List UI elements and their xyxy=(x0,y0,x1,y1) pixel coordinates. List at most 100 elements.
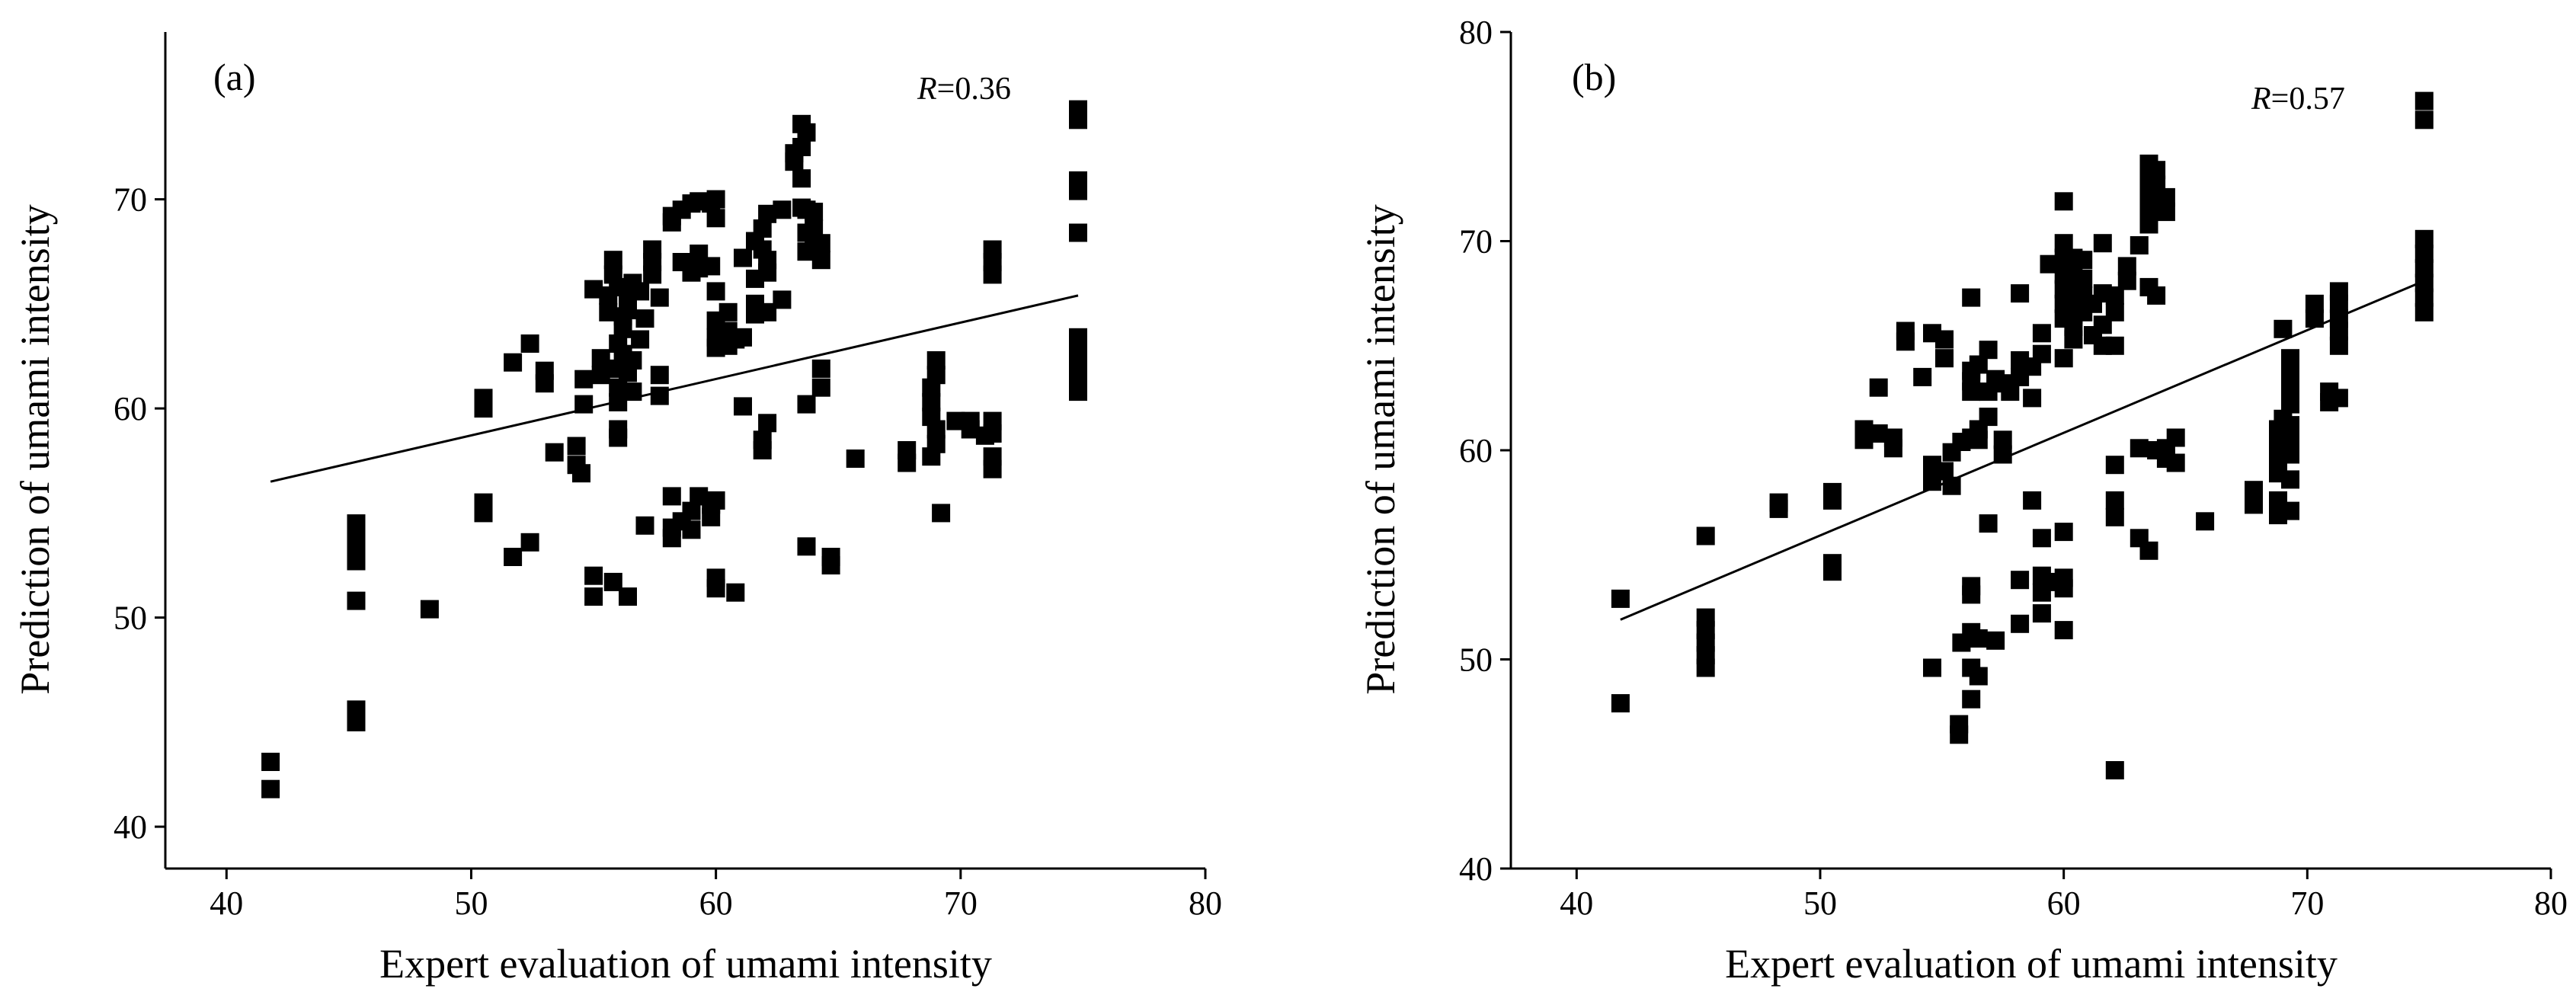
regression-line xyxy=(270,294,1079,483)
data-point xyxy=(2414,91,2434,110)
data-point xyxy=(2105,302,2124,322)
data-point xyxy=(623,351,642,370)
data-point xyxy=(504,548,523,566)
data-point xyxy=(2329,389,2348,408)
data-point xyxy=(591,366,610,385)
data-point xyxy=(1969,629,1988,648)
data-point xyxy=(2032,529,2051,548)
y-tick-label: 40 xyxy=(1459,850,1493,888)
data-point xyxy=(2105,336,2124,355)
data-point xyxy=(619,301,637,320)
data-point xyxy=(261,779,280,798)
data-points xyxy=(1611,91,2434,779)
data-point xyxy=(613,319,632,338)
data-point xyxy=(535,374,554,393)
x-tick-label: 50 xyxy=(1803,885,1837,922)
data-point xyxy=(758,414,777,433)
data-point xyxy=(2064,330,2083,349)
data-point xyxy=(758,263,777,282)
data-point xyxy=(567,437,586,456)
correlation-label: R=0.57 xyxy=(2251,82,2345,117)
data-point xyxy=(1883,439,1902,458)
data-point xyxy=(474,399,493,418)
data-point xyxy=(846,450,865,468)
y-tick-label: 50 xyxy=(1459,641,1493,679)
x-tick-label: 70 xyxy=(944,885,978,922)
data-point xyxy=(2117,271,2136,290)
data-point xyxy=(734,397,752,416)
y-tick-label: 70 xyxy=(1459,223,1493,261)
data-point xyxy=(2023,389,2042,408)
data-point xyxy=(983,424,1002,443)
data-point xyxy=(1069,382,1087,402)
data-point xyxy=(347,591,366,610)
data-point xyxy=(609,428,628,447)
data-point xyxy=(662,487,681,506)
data-point xyxy=(1069,110,1087,130)
data-point xyxy=(682,520,701,539)
tick-group: 40 50 60 70 80 40 50 60 70 xyxy=(114,181,1222,922)
data-point xyxy=(1950,725,1969,744)
data-point xyxy=(1969,667,1988,686)
data-point xyxy=(261,753,280,771)
data-point xyxy=(926,366,946,385)
x-axis-title: Expert evaluation of umami intensity xyxy=(1725,941,2338,987)
data-point xyxy=(2054,192,2073,211)
data-point xyxy=(2011,284,2030,303)
data-point xyxy=(1913,367,1932,386)
x-tick-label: 50 xyxy=(454,885,488,922)
data-point xyxy=(2245,495,2263,514)
data-point xyxy=(2414,302,2434,322)
regression-line xyxy=(1620,280,2425,621)
x-tick-label: 60 xyxy=(699,885,733,922)
data-point xyxy=(1962,382,1981,402)
y-tick-label: 60 xyxy=(1459,432,1493,469)
x-tick-label: 70 xyxy=(2290,885,2324,922)
data-point xyxy=(753,441,772,459)
data-point xyxy=(2011,614,2030,633)
data-point xyxy=(2130,439,2149,458)
data-point xyxy=(2074,269,2093,288)
correlation-label: R=0.36 xyxy=(917,72,1011,107)
data-point xyxy=(2032,324,2051,343)
data-point xyxy=(2329,336,2348,355)
panel-label: (a) xyxy=(213,56,256,98)
data-point xyxy=(631,282,650,301)
data-point xyxy=(2414,110,2434,130)
data-point xyxy=(773,290,792,309)
data-point xyxy=(2281,445,2299,464)
data-point xyxy=(734,248,752,267)
correlation-value: =0.57 xyxy=(2271,82,2345,117)
data-point xyxy=(1979,514,1998,533)
data-point xyxy=(706,491,725,510)
data-point xyxy=(2074,251,2093,270)
data-point xyxy=(2130,236,2149,254)
data-point xyxy=(797,395,816,414)
data-point xyxy=(2139,215,2158,234)
data-point xyxy=(2281,395,2299,414)
y-axis-title: Prediction of umami intensity xyxy=(12,204,58,694)
data-point xyxy=(1896,332,1915,351)
data-point xyxy=(1696,526,1715,545)
data-point xyxy=(2105,491,2124,510)
data-point xyxy=(706,282,725,301)
data-point xyxy=(1069,181,1087,200)
data-point xyxy=(2105,507,2124,526)
data-point xyxy=(2054,579,2073,598)
data-point xyxy=(574,370,594,389)
data-point xyxy=(662,529,681,548)
data-point xyxy=(1962,288,1981,307)
data-point xyxy=(520,334,539,353)
x-tick-label: 80 xyxy=(1189,885,1222,922)
data-point xyxy=(2196,512,2215,531)
data-point xyxy=(2023,491,2042,510)
data-point xyxy=(2139,541,2158,560)
data-point xyxy=(926,434,946,453)
x-tick-label: 40 xyxy=(210,885,243,922)
x-tick-label: 60 xyxy=(2047,885,2081,922)
data-point xyxy=(474,504,493,523)
data-point xyxy=(702,257,721,276)
data-point xyxy=(1979,341,1998,360)
data-point xyxy=(2105,761,2124,779)
data-point xyxy=(2166,428,2185,447)
